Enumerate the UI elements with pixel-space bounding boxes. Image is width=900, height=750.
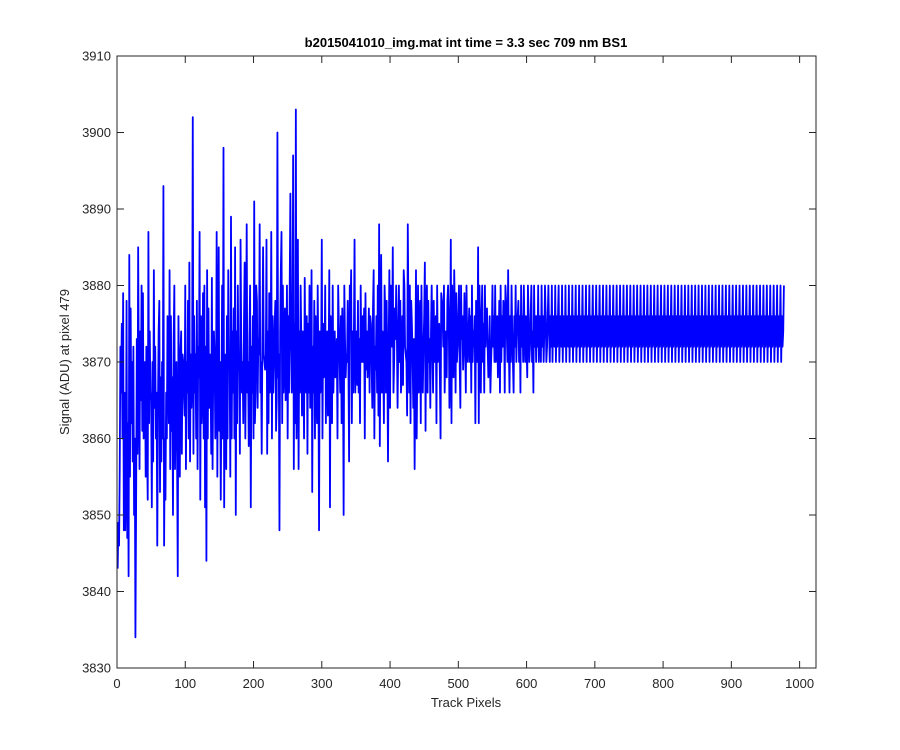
x-axis-label: Track Pixels	[431, 695, 502, 710]
y-tick-label: 3890	[82, 202, 111, 217]
y-tick-label: 3880	[82, 278, 111, 293]
y-tick-label: 3840	[82, 584, 111, 599]
y-tick-label: 3830	[82, 661, 111, 676]
x-tick-label: 900	[721, 676, 743, 691]
y-tick-label: 3870	[82, 355, 111, 370]
y-tick-label: 3860	[82, 431, 111, 446]
x-tick-label: 800	[652, 676, 674, 691]
y-tick-label: 3910	[82, 49, 111, 64]
x-tick-label: 700	[584, 676, 606, 691]
x-axis-ticks: 0 100 200 300 400 500 600 700 800 900 1000	[113, 56, 814, 691]
series-line-0	[116, 108, 785, 639]
y-tick-label: 3850	[82, 508, 111, 523]
x-tick-label: 1000	[785, 676, 814, 691]
x-tick-label: 100	[174, 676, 196, 691]
x-tick-label: 600	[516, 676, 538, 691]
y-axis-ticks: 3830 3840 3850 3860 3870 3880 3890 3900 3910	[82, 49, 816, 676]
x-tick-label: 200	[243, 676, 265, 691]
x-tick-label: 300	[311, 676, 333, 691]
chart-title: b2015041010_img.mat int time = 3.3 sec 7…	[305, 35, 628, 50]
series-layer	[116, 108, 785, 639]
y-tick-label: 3900	[82, 125, 111, 140]
x-tick-label: 0	[113, 676, 120, 691]
y-axis-label: Signal (ADU) at pixel 479	[57, 289, 72, 435]
x-tick-label: 500	[447, 676, 469, 691]
x-tick-label: 400	[379, 676, 401, 691]
